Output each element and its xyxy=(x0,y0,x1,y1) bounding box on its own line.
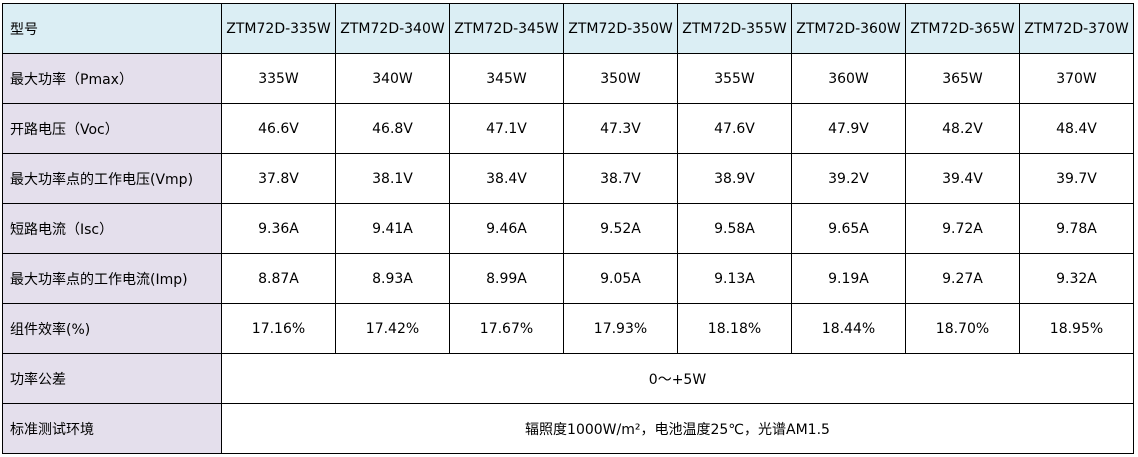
table-cell: 47.1V xyxy=(449,103,564,154)
table-cell: 辐照度1000W/m²，电池温度25℃，光谱AM1.5 xyxy=(221,403,1134,454)
table-cell: 47.3V xyxy=(563,103,678,154)
row-label: 短路电流（Isc） xyxy=(2,203,222,254)
table-cell: 9.27A xyxy=(905,253,1020,304)
table-cell: 17.16% xyxy=(221,303,336,354)
table-cell: 365W xyxy=(905,53,1020,104)
row-label: 最大功率点的工作电流(Imp) xyxy=(2,253,222,304)
table-cell: 46.6V xyxy=(221,103,336,154)
header-row: 型号 ZTM72D-335W ZTM72D-340W ZTM72D-345W ZTM72… xyxy=(2,3,1134,54)
table-cell: 9.32A xyxy=(1019,253,1134,304)
table-row: 最大功率（Pmax） 335W 340W 345W 350W 355W 360W 365W 37… xyxy=(2,53,1134,104)
table-cell: 38.9V xyxy=(677,153,792,204)
table-cell: 38.1V xyxy=(335,153,450,204)
table-cell: ZTM72D-345W xyxy=(449,3,564,54)
table-cell: 350W xyxy=(563,53,678,104)
table-cell: 17.93% xyxy=(563,303,678,354)
table-cell: 9.41A xyxy=(335,203,450,254)
row-label: 最大功率（Pmax） xyxy=(2,53,222,104)
table-cell: 18.95% xyxy=(1019,303,1134,354)
table-row: 功率公差 0～+5W xyxy=(2,353,1134,404)
table-cell: 9.72A xyxy=(905,203,1020,254)
table-cell: 9.65A xyxy=(791,203,906,254)
row-label: 开路电压（Voc） xyxy=(2,103,222,154)
table-cell: 47.9V xyxy=(791,103,906,154)
table-cell: 8.93A xyxy=(335,253,450,304)
table-cell: ZTM72D-360W xyxy=(791,3,906,54)
row-label: 功率公差 xyxy=(2,353,222,404)
row-label: 最大功率点的工作电压(Vmp) xyxy=(2,153,222,204)
table-row: 最大功率点的工作电压(Vmp) 37.8V 38.1V 38.4V 38.7V 38.9V… xyxy=(2,153,1134,204)
table-cell: 48.2V xyxy=(905,103,1020,154)
table-cell: 39.7V xyxy=(1019,153,1134,204)
table-cell: 0～+5W xyxy=(221,353,1134,404)
table-cell: 340W xyxy=(335,53,450,104)
table-cell: 17.67% xyxy=(449,303,564,354)
table-cell: 8.87A xyxy=(221,253,336,304)
table-cell: 9.52A xyxy=(563,203,678,254)
table-row: 组件效率(%) 17.16% 17.42% 17.67% 17.93% 18.18% 18.… xyxy=(2,303,1134,354)
table-cell: 355W xyxy=(677,53,792,104)
table-cell: ZTM72D-340W xyxy=(335,3,450,54)
table-cell: 39.2V xyxy=(791,153,906,204)
row-label: 标准测试环境 xyxy=(2,403,222,454)
table-cell: ZTM72D-370W xyxy=(1019,3,1134,54)
table-cell: 335W xyxy=(221,53,336,104)
table-cell: 9.13A xyxy=(677,253,792,304)
table-cell: 46.8V xyxy=(335,103,450,154)
table-cell: 38.4V xyxy=(449,153,564,204)
spec-table: 型号 ZTM72D-335W ZTM72D-340W ZTM72D-345W ZTM72… xyxy=(2,3,1134,454)
table-cell: 370W xyxy=(1019,53,1134,104)
table-row: 最大功率点的工作电流(Imp) 8.87A 8.93A 8.99A 9.05A 9.13A… xyxy=(2,253,1134,304)
table-cell: 18.44% xyxy=(791,303,906,354)
table-cell: 345W xyxy=(449,53,564,104)
table-cell: 47.6V xyxy=(677,103,792,154)
table-cell: 37.8V xyxy=(221,153,336,204)
table-cell: 48.4V xyxy=(1019,103,1134,154)
table-cell: ZTM72D-335W xyxy=(221,3,336,54)
table-cell: 39.4V xyxy=(905,153,1020,204)
table-cell: ZTM72D-365W xyxy=(905,3,1020,54)
table-cell: 9.46A xyxy=(449,203,564,254)
table-cell: 18.70% xyxy=(905,303,1020,354)
table-cell: 8.99A xyxy=(449,253,564,304)
row-label: 型号 xyxy=(2,3,222,54)
table-cell: 18.18% xyxy=(677,303,792,354)
table-cell: 9.78A xyxy=(1019,203,1134,254)
table-cell: 9.05A xyxy=(563,253,678,304)
row-label: 组件效率(%) xyxy=(2,303,222,354)
table-row: 开路电压（Voc） 46.6V 46.8V 47.1V 47.3V 47.6V 47.9V 4… xyxy=(2,103,1134,154)
table-row: 短路电流（Isc） 9.36A 9.41A 9.46A 9.52A 9.58A 9.65A 9… xyxy=(2,203,1134,254)
table-cell: 360W xyxy=(791,53,906,104)
table-cell: 9.36A xyxy=(221,203,336,254)
table-cell: 9.19A xyxy=(791,253,906,304)
table-cell: 38.7V xyxy=(563,153,678,204)
table-cell: 9.58A xyxy=(677,203,792,254)
table-cell: ZTM72D-355W xyxy=(677,3,792,54)
table-cell: ZTM72D-350W xyxy=(563,3,678,54)
table-row: 标准测试环境 辐照度1000W/m²，电池温度25℃，光谱AM1.5 xyxy=(2,403,1134,454)
table-cell: 17.42% xyxy=(335,303,450,354)
